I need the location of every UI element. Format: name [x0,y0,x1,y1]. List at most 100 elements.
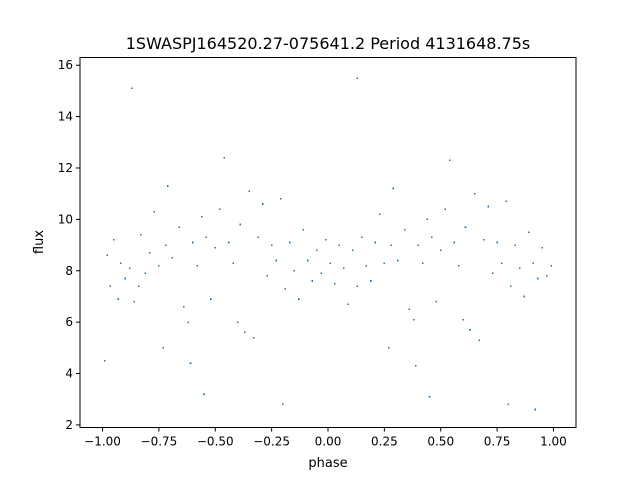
x-tick-label: 0.00 [315,435,342,449]
data-point [133,300,135,303]
x-tick-label: 0.25 [371,435,398,449]
data-point [435,300,438,303]
data-point [408,308,410,311]
y-tick-label: 2 [65,418,73,432]
data-point [383,262,386,264]
data-point [128,267,131,269]
data-point [320,272,323,275]
data-point [532,262,534,264]
data-point [356,77,359,79]
y-tick-label: 4 [65,367,73,381]
x-tick-label: 0.50 [427,435,454,449]
data-point [347,303,350,305]
data-point [509,285,512,287]
data-point [487,205,489,208]
data-point [403,228,406,231]
data-point [324,239,327,241]
data-point [457,264,460,267]
y-tick-label: 6 [65,315,73,329]
data-point [266,275,268,277]
data-point [191,241,194,244]
data-point [439,249,442,252]
data-point [282,403,284,406]
data-point [164,244,167,246]
data-point [297,298,300,300]
data-point [507,403,510,406]
axes-frame [79,57,577,428]
x-tick-label: 1.00 [540,435,567,449]
data-point [243,331,246,334]
x-tick-label: −0.25 [253,435,290,449]
data-point [482,239,485,241]
data-point [239,223,241,226]
data-point [113,239,115,241]
data-point [500,262,503,264]
data-point [356,285,359,287]
data-point [223,156,226,159]
data-point [523,295,525,298]
data-point [187,321,190,323]
data-point [388,347,390,349]
data-point [444,208,447,210]
data-point [428,395,431,398]
data-point [209,298,212,300]
data-point [178,226,180,228]
data-point [214,246,217,249]
data-point [534,408,537,411]
data-point [417,244,419,246]
y-tick-label: 16 [58,58,73,72]
data-point [370,280,372,282]
data-point [352,249,354,252]
data-point [415,365,417,367]
data-point [109,285,112,287]
data-point [252,336,255,339]
data-point [392,187,395,190]
data-point [496,241,498,244]
x-tick-label: −0.50 [197,435,234,449]
data-point [536,277,539,280]
y-axis-label: flux [32,230,47,254]
data-point [412,318,415,321]
data-point [167,185,169,187]
data-point [218,208,221,210]
data-point [453,241,456,244]
data-point [421,262,424,264]
data-point [149,251,151,254]
data-point [196,264,199,267]
data-point [365,264,368,267]
data-point [329,262,332,264]
data-point [541,246,543,249]
data-point [315,249,318,252]
data-point [158,264,160,267]
data-point [311,280,314,282]
data-point [306,259,309,262]
data-point [137,285,140,287]
y-tick-label: 14 [58,110,73,124]
data-point [237,321,239,323]
data-point [514,244,516,246]
data-point [171,257,174,259]
data-point [228,241,230,244]
data-point [448,159,451,162]
data-point [162,347,165,349]
data-point [270,244,273,246]
data-point [205,236,208,239]
data-point [390,244,392,246]
x-axis-label: phase [308,456,347,471]
data-point [275,259,277,262]
data-point [464,226,467,228]
data-point [284,287,286,290]
data-point [518,267,521,269]
x-tick-label: −1.00 [84,435,121,449]
data-point [288,241,291,244]
data-point [527,231,530,234]
data-point [257,236,259,239]
chart-title: 1SWASPJ164520.27-075641.2 Period 4131648… [126,34,531,53]
data-point [374,241,377,244]
y-axis-ticks: 2 4 6 8 10 12 14 16 [58,58,80,432]
data-point [293,269,295,272]
x-axis-ticks: −1.00 −0.75 −0.50 −0.25 0.00 0.25 0.50 0.75 1.00 [84,427,567,449]
data-point [232,262,235,264]
